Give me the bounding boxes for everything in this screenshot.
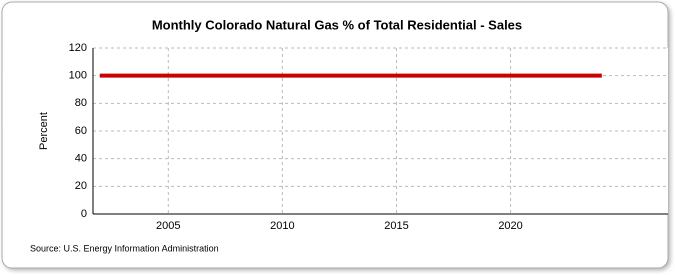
y-tick-label: 80 [75,97,87,109]
y-tick-label: 20 [75,180,87,192]
x-tick-label: 2020 [498,220,522,232]
source-note: Source: U.S. Energy Information Administ… [30,243,219,253]
x-tick-label: 2010 [270,220,294,232]
chart-title: Monthly Colorado Natural Gas % of Total … [152,17,522,32]
x-tick-label: 2015 [384,220,408,232]
y-tick-label: 0 [81,208,87,220]
x-tick-label: 2005 [156,220,180,232]
y-tick-label: 40 [75,153,87,165]
y-tick-label: 120 [69,42,87,54]
y-tick-label: 100 [69,70,87,82]
y-axis-label: Percent [38,112,50,150]
y-tick-label: 60 [75,125,87,137]
